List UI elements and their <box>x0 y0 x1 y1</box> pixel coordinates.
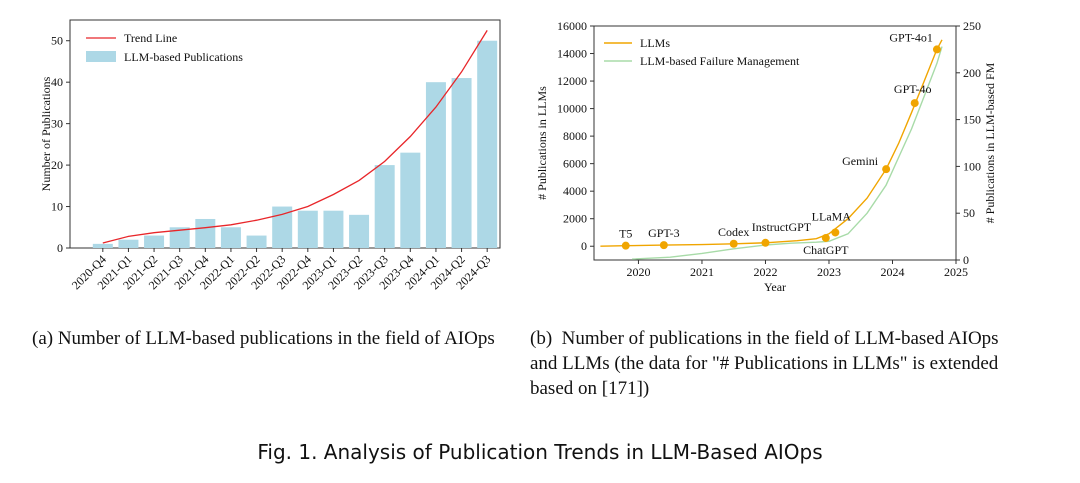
y-tick-label: 50 <box>51 34 63 48</box>
y-tick-label: 20 <box>51 158 63 172</box>
plot-frame <box>593 25 957 261</box>
caption-b-text-1: Number of publications in the field of L… <box>561 328 999 349</box>
bar <box>323 210 344 248</box>
x-tick-label: 2024 <box>880 265 904 279</box>
bar <box>297 210 318 248</box>
caption-b-line-3: based on [171]) <box>530 378 650 399</box>
caption-b-line-2: and LLMs (the data for "# Publications i… <box>530 353 999 374</box>
y-tick-label: 30 <box>51 117 63 131</box>
y-tick-label: 4000 <box>563 184 587 198</box>
legend-label-bars: LLM-based Publications <box>124 50 243 64</box>
milestone-point <box>621 241 630 250</box>
milestone-label: GPT-3 <box>648 226 680 240</box>
y-axis-label: Number of Publications <box>39 76 53 191</box>
milestone-point <box>821 233 830 242</box>
legend-label-llms: LLMs <box>640 36 670 50</box>
milestone-label: LLaMA <box>812 209 852 223</box>
x-tick-label: 2022 <box>753 265 777 279</box>
milestone-point <box>882 165 891 174</box>
milestone-label: GPT-4o <box>894 82 932 96</box>
y-tick-label: 40 <box>51 75 63 89</box>
milestone-point <box>729 239 738 248</box>
y2-tick-label: 250 <box>963 19 981 33</box>
bar <box>425 82 446 248</box>
milestone-label: T5 <box>619 227 632 241</box>
y-tick-label: 10000 <box>557 102 587 116</box>
y-tick-label: 0 <box>57 241 63 255</box>
bar <box>169 227 190 248</box>
x-tick-label: 2021 <box>690 265 714 279</box>
bar <box>451 78 472 248</box>
figure-caption: Fig. 1. Analysis of Publication Trends i… <box>257 440 823 464</box>
milestone-label: Gemini <box>842 154 879 168</box>
y-axis-label: # Publications in LLMs <box>535 86 549 200</box>
caption-a: (a) Number of LLM-based publications in … <box>32 328 495 349</box>
y-tick-label: 6000 <box>563 157 587 171</box>
series-line-fm <box>632 46 943 260</box>
y2-tick-label: 200 <box>963 66 981 80</box>
milestone-label: InstructGPT <box>752 220 812 234</box>
y2-axis-label: # Publications in LLM-based FM <box>983 62 997 223</box>
y-tick-label: 0 <box>581 239 587 253</box>
milestone-label: GPT-4o1 <box>889 30 933 44</box>
y2-tick-label: 50 <box>963 206 975 220</box>
bar <box>118 239 139 248</box>
milestone-label: ChatGPT <box>803 243 849 257</box>
y-tick-label: 14000 <box>557 47 587 61</box>
legend-a: Trend Line LLM-based Publications <box>86 31 243 64</box>
series-line-llms <box>600 39 943 247</box>
bar <box>349 214 370 248</box>
y-tick-label: 12000 <box>557 74 587 88</box>
bar <box>272 206 293 248</box>
bar <box>92 243 113 248</box>
caption-b-line-1: (b) Number of publications in the field … <box>530 326 1050 351</box>
milestone-point <box>831 228 840 237</box>
x-axis-label: Year <box>764 280 786 294</box>
x-tick-label: 2025 <box>944 265 968 279</box>
y-tick-label: 16000 <box>557 19 587 33</box>
legend-label-trend: Trend Line <box>124 31 177 45</box>
legend-label-fm: LLM-based Failure Management <box>640 54 800 68</box>
legend-swatch-bars <box>86 51 116 62</box>
legend-b: LLMs LLM-based Failure Management <box>604 36 800 68</box>
milestone-point <box>659 241 668 250</box>
bar <box>246 235 267 248</box>
milestone-point <box>910 99 919 108</box>
y-tick-label: 8000 <box>563 129 587 143</box>
y-tick-label: 2000 <box>563 212 587 226</box>
y2-tick-label: 100 <box>963 159 981 173</box>
x-tick-label: 2023 <box>817 265 841 279</box>
y2-tick-label: 0 <box>963 253 969 267</box>
bar <box>400 152 421 248</box>
caption-b-label: (b) <box>530 328 553 349</box>
bar <box>477 40 498 249</box>
milestone-point <box>932 45 941 54</box>
bar <box>195 218 216 248</box>
trend-line <box>102 30 488 244</box>
bar <box>220 227 241 248</box>
y-tick-label: 10 <box>51 200 63 214</box>
chart-b: 0 2000 4000 6000 8000 10000 12000 14000 16000 0 50… <box>535 19 997 294</box>
milestone-point <box>761 238 770 247</box>
x-tick-label: 2020 <box>626 265 650 279</box>
milestone-label: Codex <box>718 225 749 239</box>
y2-tick-label: 150 <box>963 113 981 127</box>
caption-b: (b) Number of publications in the field … <box>530 326 1050 401</box>
bar <box>374 165 395 248</box>
bar <box>144 235 165 248</box>
